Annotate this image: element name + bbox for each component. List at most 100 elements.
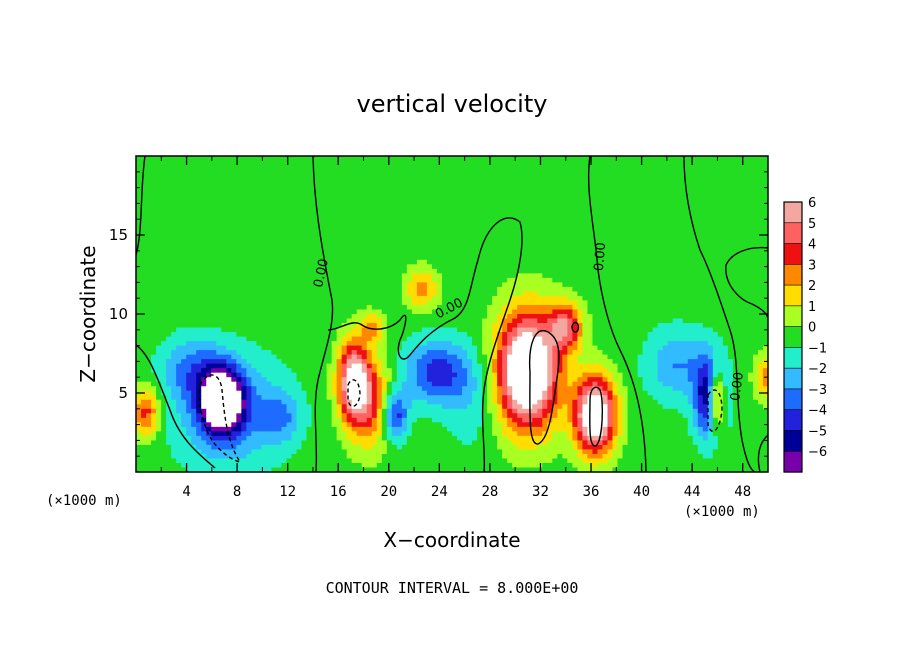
field-cell [717, 178, 724, 184]
field-cell [542, 295, 548, 302]
field-cell [757, 219, 764, 225]
field-cell [366, 232, 373, 238]
field-cell [652, 196, 659, 202]
field-cell [206, 268, 212, 274]
field-cell [441, 223, 448, 229]
field-cell [707, 255, 714, 261]
field-cell [507, 246, 513, 252]
field-cell [512, 300, 518, 306]
field-cell [191, 187, 197, 193]
field-cell [161, 214, 167, 220]
field-cell [762, 268, 768, 274]
field-cell [431, 214, 438, 220]
field-cell [411, 282, 418, 288]
field-cell [722, 223, 729, 229]
field-cell [462, 309, 468, 315]
field-cell [617, 268, 624, 274]
field-cell [286, 291, 293, 297]
field-cell [206, 264, 212, 270]
field-cell [316, 187, 323, 193]
field-cell [727, 214, 734, 220]
field-cell [612, 291, 619, 297]
field-cell [176, 183, 182, 189]
field-cell [652, 228, 659, 234]
field-cell [436, 169, 443, 175]
field-cell [507, 156, 513, 162]
field-cell [507, 210, 513, 216]
field-cell [376, 246, 383, 252]
field-cell [176, 246, 182, 252]
field-cell [366, 309, 373, 315]
field-cell [502, 264, 508, 270]
field-cell [762, 223, 768, 229]
field-cell [231, 228, 237, 234]
field-cell [361, 228, 368, 234]
field-cell [341, 255, 348, 261]
field-cell [371, 232, 378, 238]
field-cell [321, 246, 328, 252]
field-cell [712, 174, 719, 180]
field-cell [532, 156, 538, 162]
field-cell [401, 250, 408, 256]
field-cell [346, 332, 353, 338]
field-cell [707, 259, 714, 265]
field-cell [537, 332, 543, 338]
field-cell [196, 156, 202, 162]
field-cell [522, 237, 528, 243]
field-cell [396, 219, 403, 225]
field-cell [181, 323, 187, 329]
field-cell [537, 304, 543, 311]
field-cell [371, 246, 378, 252]
field-cell [602, 241, 609, 247]
field-cell [497, 219, 503, 225]
field-cell [206, 174, 212, 180]
field-cell [557, 210, 563, 216]
field-cell [246, 295, 252, 302]
field-cell [662, 160, 669, 166]
field-cell [722, 192, 729, 198]
field-cell [757, 300, 764, 306]
field-cell [697, 255, 704, 261]
field-cell [707, 174, 714, 180]
field-cell [301, 300, 308, 306]
field-cell [251, 165, 257, 171]
field-cell [211, 295, 217, 302]
field-cell [472, 219, 478, 225]
field-cell [401, 241, 408, 247]
field-cell [722, 304, 729, 311]
field-cell [547, 318, 553, 324]
field-cell [457, 232, 463, 238]
field-cell [597, 273, 604, 279]
field-cell [376, 259, 383, 265]
field-cell [587, 174, 594, 180]
field-cell [637, 192, 644, 198]
field-cell [762, 286, 768, 293]
field-cell [331, 169, 338, 175]
field-cell [617, 259, 624, 265]
field-cell [622, 241, 629, 247]
field-cell [221, 268, 227, 274]
field-cell [647, 246, 654, 252]
field-cell [452, 210, 458, 216]
field-cell [527, 210, 533, 216]
field-cell [371, 219, 378, 225]
field-cell [376, 156, 383, 162]
field-cell [532, 264, 538, 270]
field-cell [497, 309, 503, 315]
field-cell [291, 282, 298, 288]
field-cell [727, 210, 734, 216]
field-cell [401, 156, 408, 162]
field-cell [742, 187, 749, 193]
field-cell [366, 273, 373, 279]
field-cell [492, 165, 498, 171]
field-cell [266, 187, 273, 193]
field-cell [582, 304, 589, 311]
field-cell [552, 196, 558, 202]
field-cell [452, 250, 458, 256]
field-cell [401, 228, 408, 234]
field-cell [221, 277, 227, 283]
field-cell [727, 169, 734, 175]
field-cell [151, 268, 157, 274]
field-cell [416, 255, 423, 261]
field-cell [722, 318, 729, 324]
